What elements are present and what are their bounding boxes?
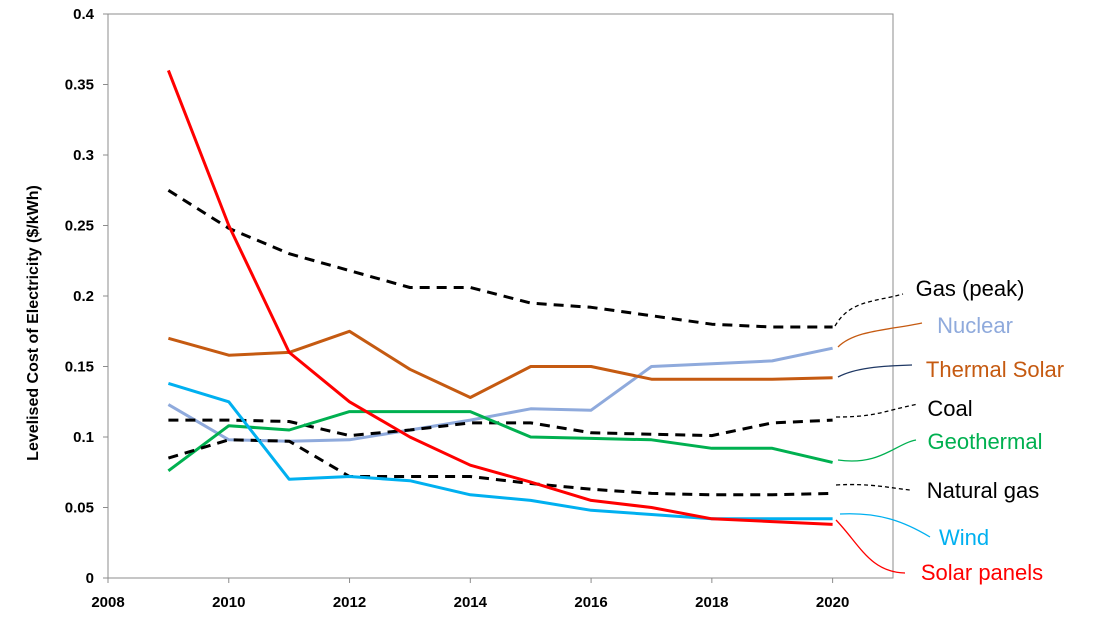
series-line-thermal-solar [167, 329, 833, 399]
series-line-solar-panels [167, 69, 833, 526]
series-label-solar-panels: Solar panels [921, 560, 1043, 585]
leader-line-nuclear [837, 322, 923, 348]
x-tick-label: 2010 [212, 594, 245, 611]
series-label-geothermal: Geothermal [928, 429, 1043, 454]
series-line-wind [167, 381, 833, 521]
leader-line-gas-peak [834, 293, 904, 327]
series-label-wind: Wind [939, 525, 989, 550]
series-label-thermal-solar: Thermal Solar [926, 357, 1064, 382]
y-tick-label: 0.2 [73, 288, 94, 305]
y-tick-label: 0.35 [65, 77, 94, 94]
series-line-natural-gas [167, 438, 833, 497]
y-tick-label: 0.4 [73, 6, 95, 23]
x-tick-label: 2012 [333, 594, 366, 611]
series-line-gas-peak [167, 189, 833, 329]
leader-line-natural-gas [835, 483, 911, 491]
series-label-nuclear: Nuclear [937, 313, 1013, 338]
x-tick-label: 2008 [91, 594, 124, 611]
series-line-nuclear [167, 346, 833, 443]
y-axis-label: Levelised Cost of Electricity ($/kWh) [25, 185, 42, 461]
x-tick-label: 2020 [816, 594, 849, 611]
leader-line-geothermal [837, 439, 917, 462]
leader-line-thermal-solar [837, 364, 913, 378]
series-label-gas-peak: Gas (peak) [916, 276, 1025, 301]
x-tick-label: 2016 [574, 594, 607, 611]
y-tick-label: 0.1 [73, 429, 94, 446]
x-axis: 2008 2010 2012 2014 2016 2018 2020 [91, 578, 849, 611]
y-tick-label: 0 [86, 570, 94, 587]
y-tick-label: 0.3 [73, 147, 94, 164]
series-line-geothermal [167, 410, 833, 473]
leader-line-solar-panels [835, 519, 906, 574]
y-tick-label: 0.15 [65, 359, 94, 376]
leader-line-wind [839, 513, 931, 538]
x-tick-label: 2018 [695, 594, 728, 611]
series-lines [167, 69, 833, 526]
leader-line-coal [835, 403, 919, 418]
series-label-coal: Coal [927, 396, 972, 421]
x-tick-label: 2014 [454, 594, 488, 611]
series-line-coal [168, 418, 833, 438]
y-axis: 0 0.05 0.1 0.15 0.2 0.25 0.3 0.35 0.4 [65, 6, 108, 587]
series-labels: Gas (peak) Nuclear Thermal Solar Coal Geothe… [834, 276, 1064, 585]
y-tick-label: 0.25 [65, 218, 94, 235]
series-label-natural-gas: Natural gas [927, 478, 1040, 503]
y-tick-label: 0.05 [65, 500, 94, 517]
